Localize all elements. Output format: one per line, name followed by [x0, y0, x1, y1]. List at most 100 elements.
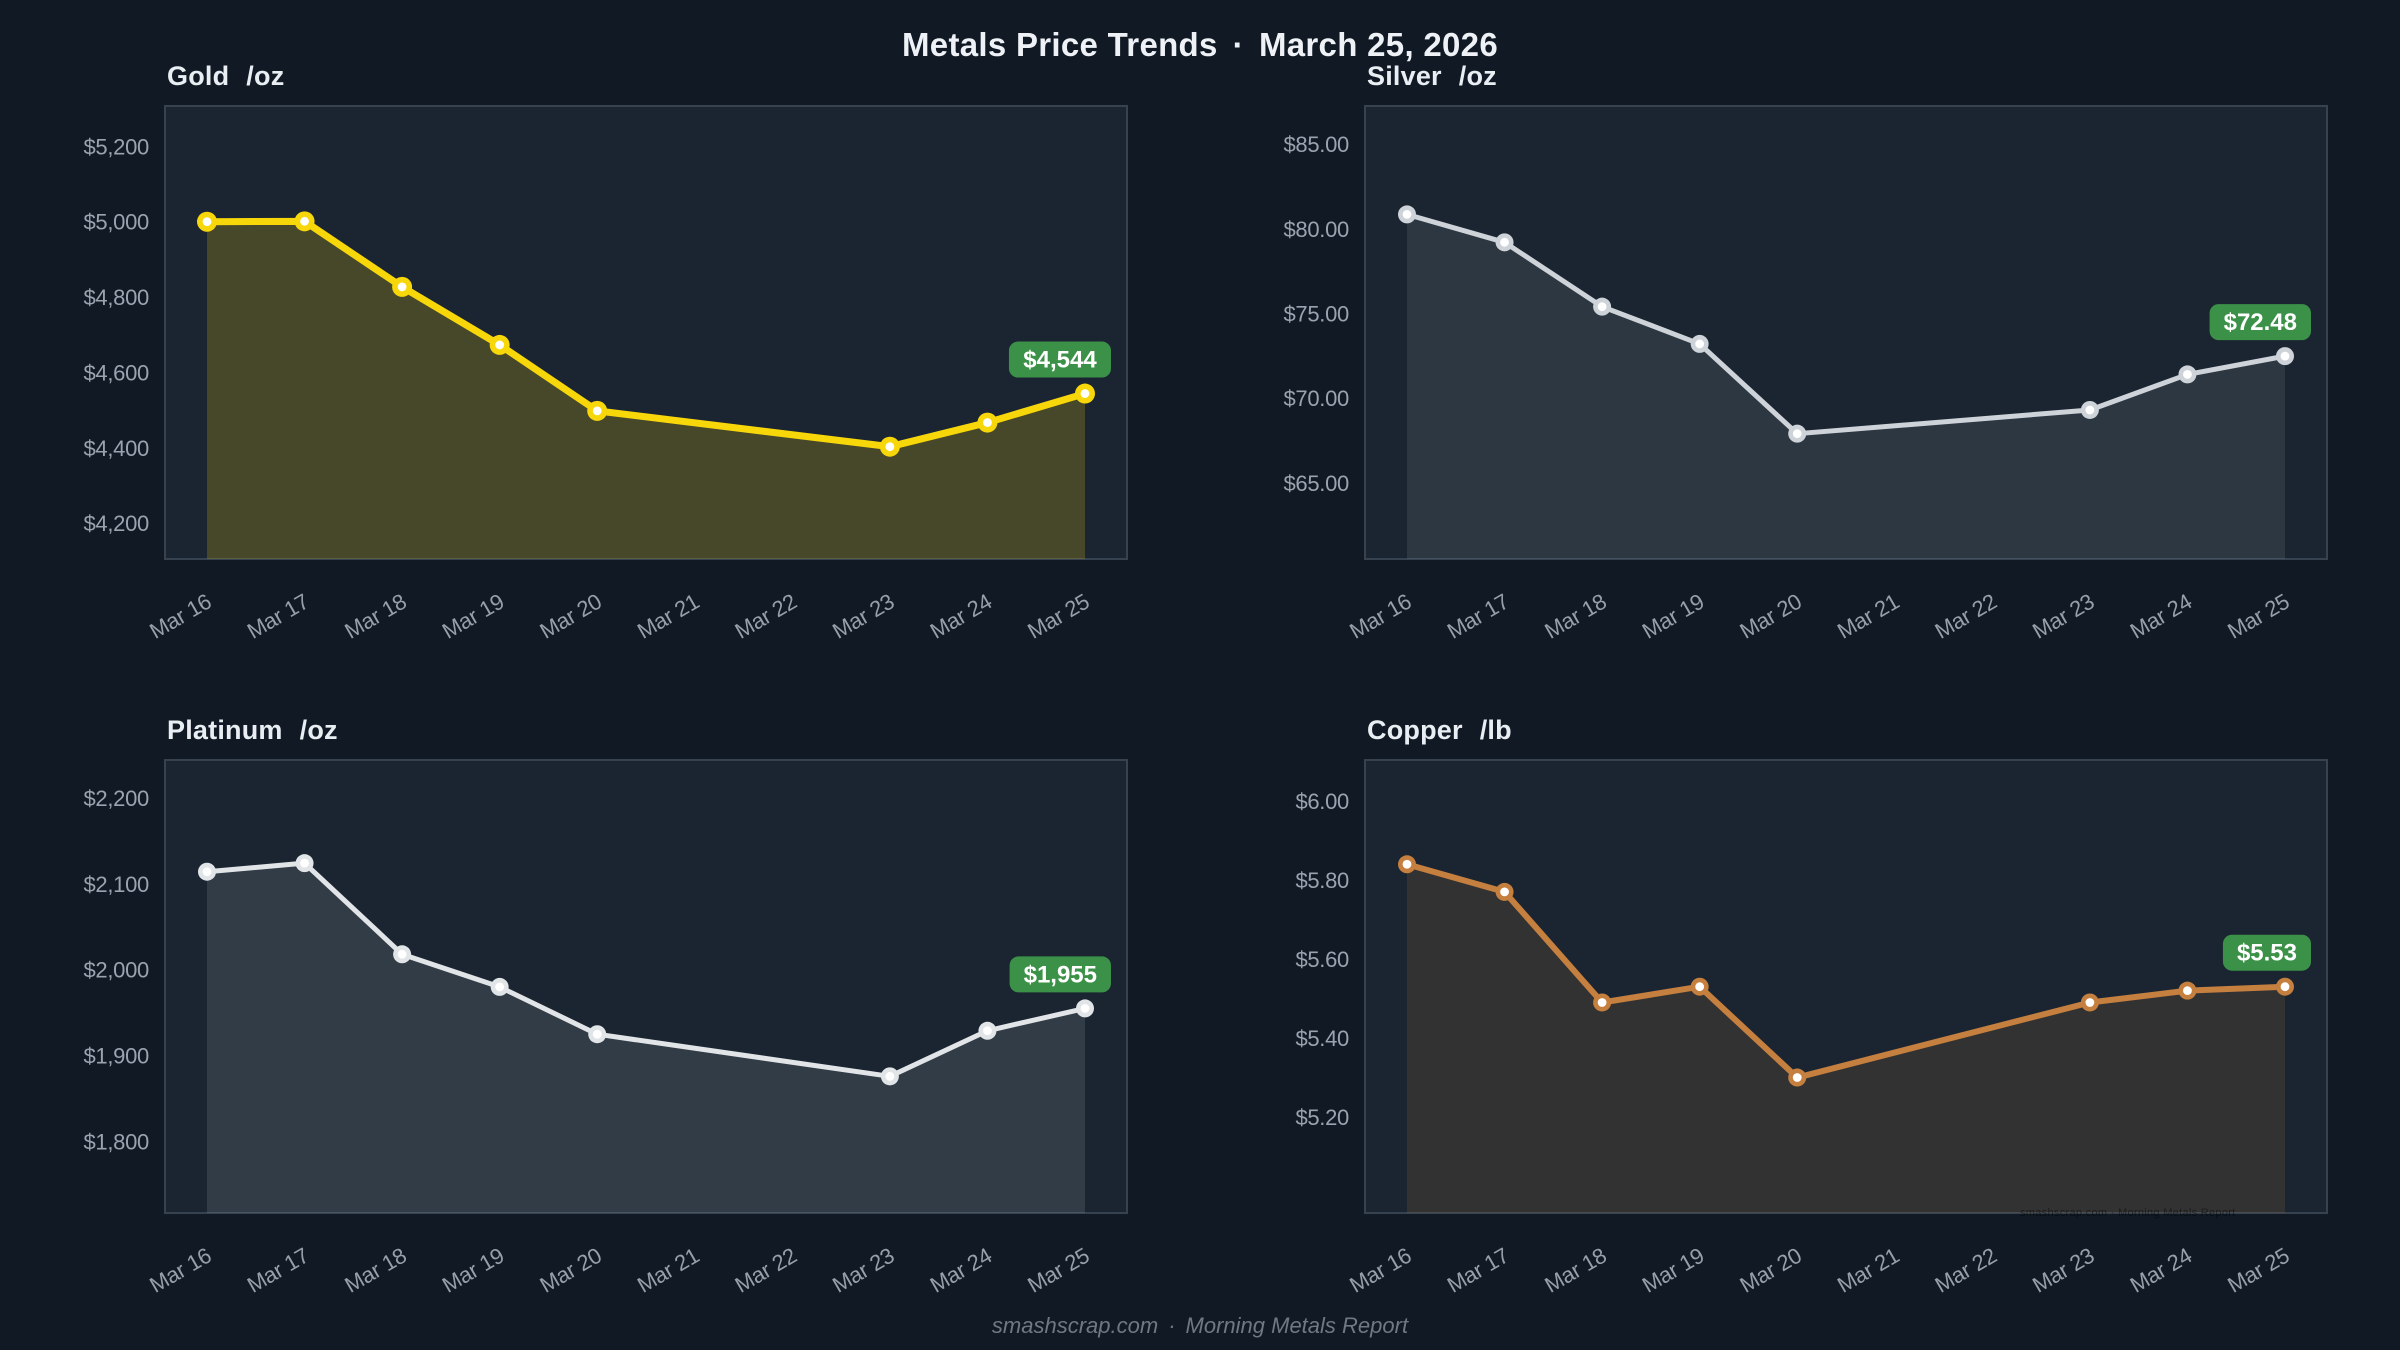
x-tick-label: Mar 23 [2028, 589, 2098, 644]
x-tick-label: Mar 21 [633, 1243, 703, 1298]
data-point-center [1695, 339, 1705, 349]
x-tick-label: Mar 18 [1540, 589, 1610, 644]
last-value-label: $4,544 [1023, 347, 1097, 374]
gold-chart-title: Gold/oz [167, 61, 284, 92]
y-tick-label: $70.00 [1284, 386, 1350, 411]
data-points [197, 211, 1095, 457]
badge-background [1008, 341, 1111, 378]
silver-chart-card: Silver/oz $85.00 $80.00 $75.00 $70.00 $65.00… [1200, 0, 2400, 675]
x-tick-label: Mar 19 [438, 589, 508, 644]
page-title-text: Metals Price Trends [902, 26, 1218, 63]
gold-chart: $5,200 $5,000 $4,800 $4,600 $4,400 $4,200 Mar … [84, 105, 1128, 644]
data-point-center [1792, 429, 1802, 439]
plot-area [164, 759, 1128, 1214]
platinum-title-text: Platinum [167, 715, 283, 745]
x-tick-label: Mar 16 [1345, 589, 1415, 644]
badge-background [2222, 934, 2311, 971]
y-axis-labels: $6.00 $5.80 $5.60 $5.40 $5.20 [1295, 789, 1349, 1130]
data-point-center [495, 340, 505, 350]
y-axis-labels: $2,200 $2,100 $2,000 $1,900 $1,800 [84, 786, 150, 1155]
last-value-label: $72.48 [2224, 309, 2297, 336]
x-tick-label: Mar 19 [1638, 589, 1708, 644]
y-tick-label: $5.60 [1295, 947, 1349, 972]
y-tick-label: $4,200 [84, 511, 150, 536]
x-tick-label: Mar 17 [243, 1243, 313, 1298]
x-tick-label: Mar 22 [1931, 589, 2001, 644]
x-tick-label: Mar 16 [145, 1243, 215, 1298]
x-tick-label: Mar 21 [1833, 589, 1903, 644]
series-line [203, 217, 1089, 451]
last-value-badge: $72.48 [2209, 304, 2311, 341]
data-point-center [885, 1071, 895, 1081]
badge-background [1009, 956, 1111, 993]
y-tick-label: $2,200 [84, 786, 150, 811]
y-tick-label: $4,800 [84, 285, 150, 310]
data-point-center [1402, 859, 1412, 869]
data-points [1398, 205, 2294, 443]
silver-chart-title: Silver/oz [1367, 61, 1497, 92]
series-line [204, 860, 1088, 1079]
y-tick-label: $1,900 [84, 1044, 150, 1069]
x-tick-label: Mar 18 [340, 589, 410, 644]
y-tick-label: $5.80 [1295, 868, 1349, 893]
y-axis-labels: $85.00 $80.00 $75.00 $70.00 $65.00 [1284, 132, 1350, 496]
data-point-center [983, 418, 992, 427]
y-tick-label: $75.00 [1284, 301, 1350, 326]
last-value-badge: $1,955 [1009, 956, 1111, 993]
last-value-label: $1,955 [1024, 961, 1097, 988]
last-value-label: $5.53 [2237, 940, 2297, 967]
series-line [1404, 211, 2288, 437]
series-area [207, 221, 1085, 559]
data-points [1398, 855, 2294, 1087]
x-tick-label: Mar 18 [1540, 1243, 1610, 1298]
x-tick-label: Mar 22 [731, 1243, 801, 1298]
series-line [1404, 861, 2288, 1081]
y-tick-label: $2,100 [84, 872, 150, 897]
data-point-center [885, 442, 895, 452]
x-tick-label: Mar 17 [1443, 589, 1513, 644]
data-point-center [1597, 302, 1607, 312]
x-tick-label: Mar 23 [828, 1243, 898, 1298]
series-area [1407, 864, 2285, 1213]
x-tick-label: Mar 21 [633, 589, 703, 644]
x-tick-label: Mar 20 [535, 589, 605, 644]
y-tick-label: $80.00 [1284, 217, 1350, 242]
data-point-center [300, 216, 309, 226]
x-tick-label: Mar 22 [731, 589, 801, 644]
y-tick-label: $1,800 [84, 1130, 150, 1155]
gold-unit-label: /oz [246, 61, 285, 91]
x-tick-label: Mar 24 [2126, 589, 2196, 644]
x-tick-label: Mar 16 [1345, 1243, 1415, 1298]
platinum-chart-title: Platinum/oz [167, 715, 338, 746]
last-value-badge: $4,544 [1008, 341, 1111, 378]
title-separator: · [1232, 26, 1244, 63]
x-tick-label: Mar 23 [2028, 1243, 2098, 1298]
x-axis-labels: Mar 16 Mar 17 Mar 18 Mar 19 Mar 20 Mar 21 Mar … [1345, 589, 2293, 644]
data-point-center [2085, 405, 2095, 415]
data-point-center [1792, 1073, 1802, 1082]
footer-site: smashscrap.com [991, 1313, 1159, 1338]
y-tick-label: $4,400 [84, 436, 150, 461]
data-point-center [2280, 351, 2290, 361]
copper-chart-card: Copper/lb $6.00 $5.80 $5.60 $5.40 $5.20 Mar 1… [1200, 675, 2400, 1350]
x-tick-label: Mar 24 [2126, 1243, 2196, 1298]
data-point-center [2183, 986, 2192, 996]
data-point-center [2183, 370, 2192, 379]
data-point-center [592, 1029, 602, 1039]
report-date: March 25, 2026 [1258, 26, 1498, 63]
last-value-badge: $5.53 [2222, 934, 2311, 971]
x-tick-label: Mar 25 [2223, 1243, 2293, 1298]
x-tick-label: Mar 25 [1023, 1243, 1093, 1298]
x-tick-label: Mar 20 [1735, 1243, 1805, 1298]
x-tick-label: Mar 18 [340, 1243, 410, 1298]
plot-area [164, 105, 1128, 560]
x-tick-label: Mar 19 [438, 1243, 508, 1298]
y-tick-label: $5.20 [1295, 1105, 1349, 1130]
plot-area [1364, 105, 2328, 560]
x-tick-label: Mar 21 [1833, 1243, 1903, 1298]
data-point-center [1597, 998, 1607, 1007]
data-point-center [1080, 1004, 1090, 1013]
x-tick-label: Mar 17 [1443, 1243, 1513, 1298]
